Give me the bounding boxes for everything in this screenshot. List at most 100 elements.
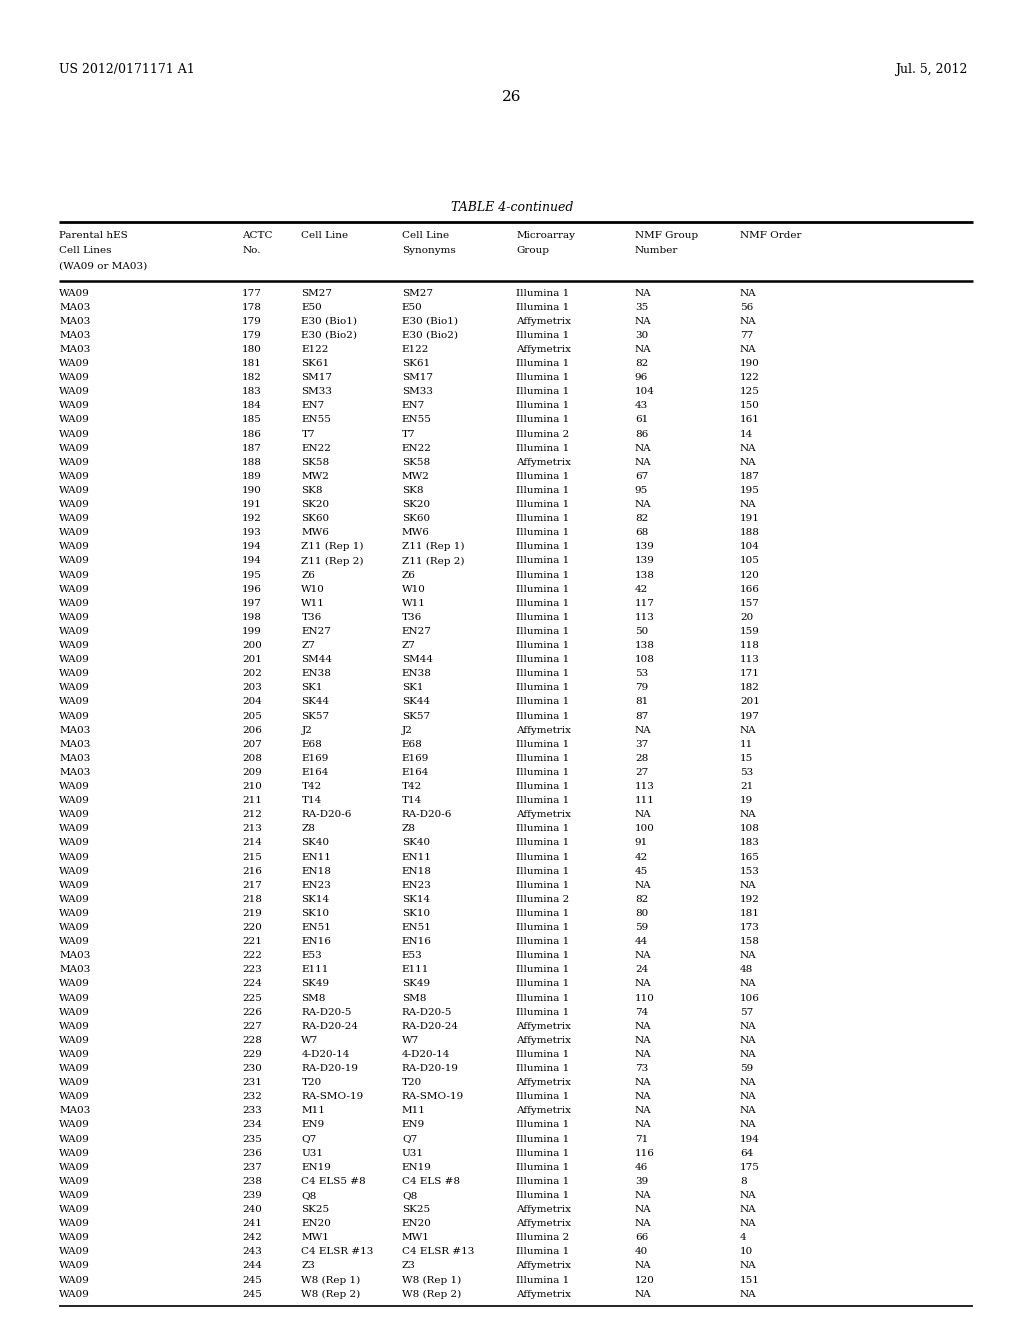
- Text: WA09: WA09: [59, 1205, 90, 1214]
- Text: Illumina 1: Illumina 1: [516, 1007, 569, 1016]
- Text: 235: 235: [242, 1134, 262, 1143]
- Text: WA09: WA09: [59, 895, 90, 904]
- Text: WA09: WA09: [59, 599, 90, 607]
- Text: 198: 198: [242, 612, 262, 622]
- Text: Illumina 1: Illumina 1: [516, 585, 569, 594]
- Text: Illumina 1: Illumina 1: [516, 513, 569, 523]
- Text: EN22: EN22: [301, 444, 332, 453]
- Text: Illumina 1: Illumina 1: [516, 768, 569, 777]
- Text: SK49: SK49: [401, 979, 430, 989]
- Text: SK1: SK1: [401, 684, 423, 692]
- Text: WA09: WA09: [59, 979, 90, 989]
- Text: 165: 165: [740, 853, 760, 862]
- Text: NA: NA: [740, 458, 757, 467]
- Text: WA09: WA09: [59, 1121, 90, 1130]
- Text: NA: NA: [740, 1290, 757, 1299]
- Text: 48: 48: [740, 965, 753, 974]
- Text: 187: 187: [740, 471, 760, 480]
- Text: 190: 190: [242, 486, 262, 495]
- Text: NA: NA: [740, 1022, 757, 1031]
- Text: MW1: MW1: [401, 1233, 430, 1242]
- Text: 181: 181: [740, 909, 760, 917]
- Text: 50: 50: [635, 627, 648, 636]
- Text: SK14: SK14: [401, 895, 430, 904]
- Text: WA09: WA09: [59, 1262, 90, 1270]
- Text: Cell Line: Cell Line: [401, 231, 450, 240]
- Text: E164: E164: [301, 768, 329, 777]
- Text: SM44: SM44: [301, 655, 333, 664]
- Text: 223: 223: [242, 965, 262, 974]
- Text: E30 (Bio1): E30 (Bio1): [301, 317, 357, 326]
- Text: Illumina 1: Illumina 1: [516, 471, 569, 480]
- Text: WA09: WA09: [59, 513, 90, 523]
- Text: 209: 209: [242, 768, 262, 777]
- Text: 242: 242: [242, 1233, 262, 1242]
- Text: NA: NA: [740, 1092, 757, 1101]
- Text: EN16: EN16: [301, 937, 332, 946]
- Text: 179: 179: [242, 331, 262, 339]
- Text: Z7: Z7: [301, 642, 315, 649]
- Text: T20: T20: [401, 1078, 422, 1088]
- Text: E111: E111: [401, 965, 429, 974]
- Text: MA03: MA03: [59, 345, 91, 354]
- Text: SK44: SK44: [401, 697, 430, 706]
- Text: 216: 216: [242, 867, 262, 875]
- Text: RA-D20-19: RA-D20-19: [301, 1064, 358, 1073]
- Text: NA: NA: [635, 458, 651, 467]
- Text: Group: Group: [516, 246, 549, 255]
- Text: Affymetrix: Affymetrix: [516, 1290, 571, 1299]
- Text: Illumina 1: Illumina 1: [516, 599, 569, 607]
- Text: 173: 173: [740, 923, 760, 932]
- Text: NA: NA: [740, 1220, 757, 1228]
- Text: 230: 230: [242, 1064, 262, 1073]
- Text: EN55: EN55: [301, 416, 332, 425]
- Text: 221: 221: [242, 937, 262, 946]
- Text: 203: 203: [242, 684, 262, 692]
- Text: 153: 153: [740, 867, 760, 875]
- Text: WA09: WA09: [59, 937, 90, 946]
- Text: NA: NA: [740, 1191, 757, 1200]
- Text: SK61: SK61: [401, 359, 430, 368]
- Text: T36: T36: [301, 612, 322, 622]
- Text: Illumina 1: Illumina 1: [516, 853, 569, 862]
- Text: Illumina 1: Illumina 1: [516, 909, 569, 917]
- Text: 82: 82: [635, 513, 648, 523]
- Text: 8: 8: [740, 1177, 746, 1185]
- Text: WA09: WA09: [59, 684, 90, 692]
- Text: T7: T7: [301, 429, 315, 438]
- Text: WA09: WA09: [59, 923, 90, 932]
- Text: Illumina 1: Illumina 1: [516, 444, 569, 453]
- Text: 185: 185: [242, 416, 262, 425]
- Text: W8 (Rep 1): W8 (Rep 1): [301, 1275, 360, 1284]
- Text: Illumina 1: Illumina 1: [516, 965, 569, 974]
- Text: 59: 59: [740, 1064, 753, 1073]
- Text: 201: 201: [242, 655, 262, 664]
- Text: 139: 139: [635, 557, 654, 565]
- Text: Q7: Q7: [301, 1134, 316, 1143]
- Text: WA09: WA09: [59, 359, 90, 368]
- Text: 199: 199: [242, 627, 262, 636]
- Text: W10: W10: [301, 585, 326, 594]
- Text: 104: 104: [740, 543, 760, 552]
- Text: WA09: WA09: [59, 612, 90, 622]
- Text: Z11 (Rep 1): Z11 (Rep 1): [401, 543, 465, 552]
- Text: NA: NA: [740, 1262, 757, 1270]
- Text: EN23: EN23: [401, 880, 432, 890]
- Text: 177: 177: [242, 289, 262, 297]
- Text: 81: 81: [635, 697, 648, 706]
- Text: Illumina 1: Illumina 1: [516, 697, 569, 706]
- Text: 95: 95: [635, 486, 648, 495]
- Text: 184: 184: [242, 401, 262, 411]
- Text: 64: 64: [740, 1148, 753, 1158]
- Text: Illumina 1: Illumina 1: [516, 627, 569, 636]
- Text: Illumina 1: Illumina 1: [516, 570, 569, 579]
- Text: 45: 45: [635, 867, 648, 875]
- Text: NA: NA: [635, 500, 651, 510]
- Text: MW2: MW2: [401, 471, 430, 480]
- Text: Illumina 1: Illumina 1: [516, 739, 569, 748]
- Text: NA: NA: [635, 1290, 651, 1299]
- Text: SK14: SK14: [301, 895, 330, 904]
- Text: 188: 188: [242, 458, 262, 467]
- Text: W11: W11: [301, 599, 326, 607]
- Text: 53: 53: [635, 669, 648, 678]
